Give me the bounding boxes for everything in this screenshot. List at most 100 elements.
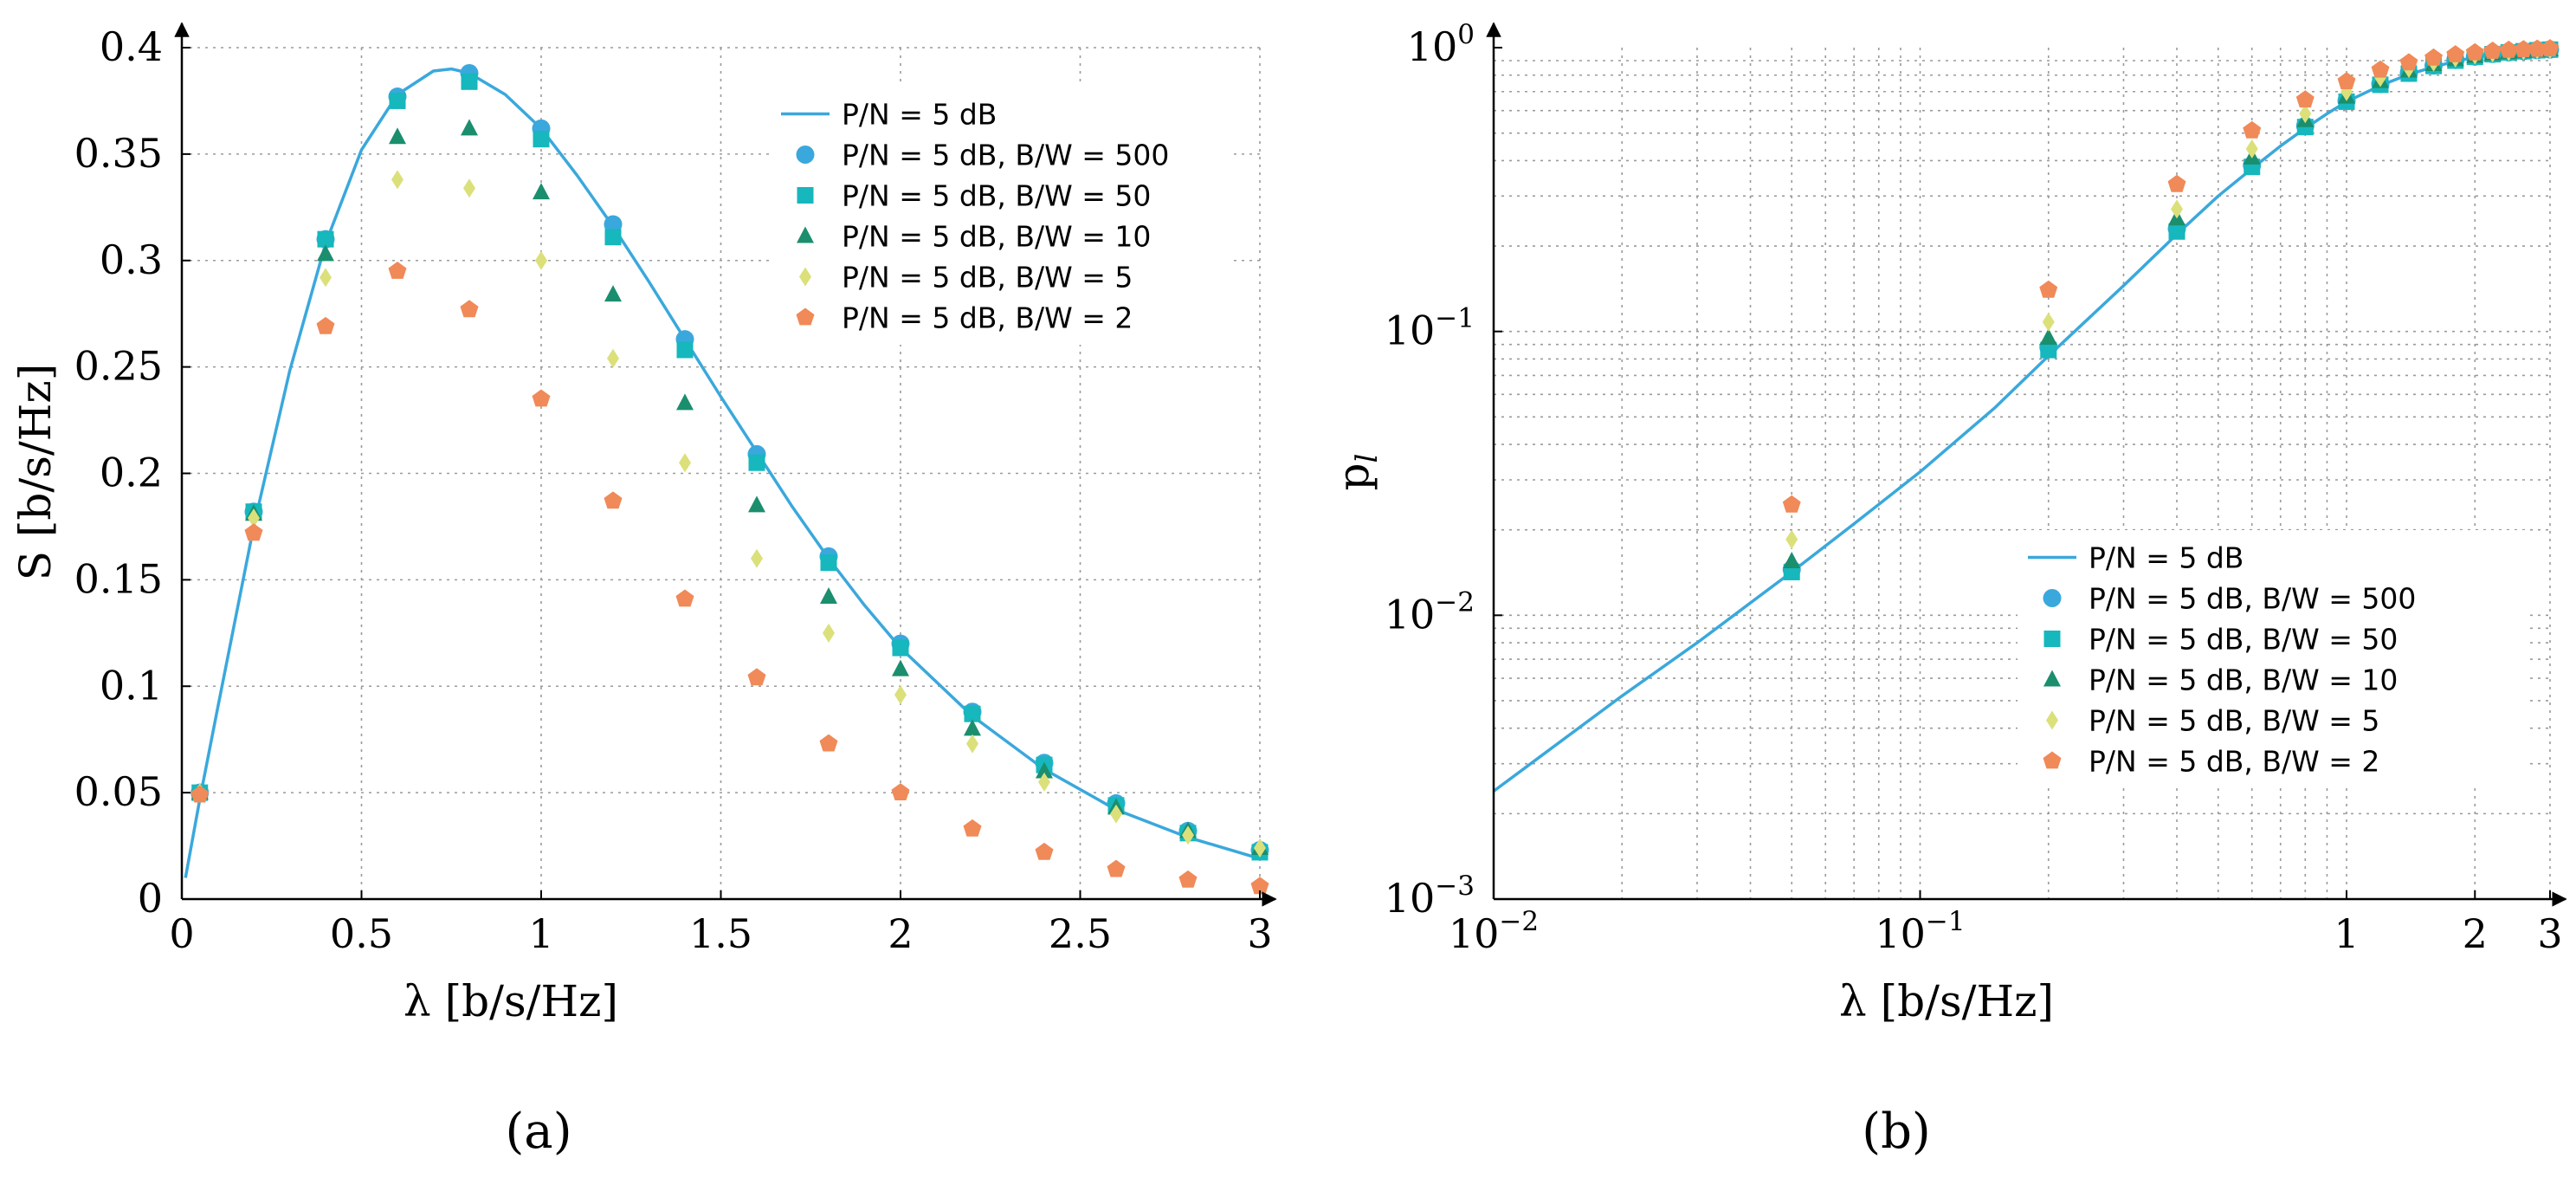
chart-b-legend-entry: P/N = 5 dB, B/W = 500: [2089, 582, 2416, 616]
chart-b-data-point: [2168, 223, 2185, 240]
chart-b-data-point: [2424, 48, 2443, 66]
chart-b-data-point: [2039, 327, 2057, 345]
chart-a-data-point: [461, 73, 478, 90]
chart-a-data-point: [317, 230, 334, 248]
chart-b-data-point: [2040, 341, 2057, 359]
chart-a-data-point: [244, 523, 263, 541]
chart-b-data-point: [2399, 53, 2418, 71]
chart-a-data-point: [1107, 859, 1126, 877]
chart-b-data-point: [2528, 39, 2547, 57]
chart-a-x-tick-label: 2.5: [1049, 910, 1112, 957]
chart-a-data-point: [676, 341, 694, 359]
chart-a-data-point: [316, 316, 335, 334]
chart-b-data-point: [2171, 199, 2184, 219]
chart-a-data-point: [1254, 838, 1266, 858]
chart-a-data-point: [463, 178, 475, 198]
chart-a-data-point: [1035, 842, 1054, 860]
chart-a-data-point: [389, 92, 406, 109]
chart-a-data-point: [461, 119, 478, 136]
chart-b-data-point: [2039, 280, 2058, 298]
chart-b-legend-entry: P/N = 5 dB, B/W = 10: [2089, 663, 2398, 697]
chart-a-data-point: [391, 170, 404, 190]
chart-b-legend-swatch: [2043, 631, 2061, 647]
chart-a-data-point: [248, 508, 260, 528]
chart-a-data-point: [820, 587, 837, 605]
chart-a-data-point: [963, 819, 982, 837]
chart-a-ylabel: S [b/s/Hz]: [10, 364, 61, 580]
chart-a-data-point: [820, 554, 837, 572]
chart-a-data-point: [747, 668, 766, 686]
chart-b-data-point: [2499, 40, 2518, 58]
chart-a-legend-swatch: [797, 187, 814, 204]
chart-a-legend-entry: P/N = 5 dB: [842, 98, 997, 132]
chart-b-data-point: [2446, 45, 2465, 62]
chart-b-data-point: [2042, 312, 2055, 332]
chart-a-x-tick-label: 2: [888, 910, 913, 957]
chart-b-y-tick-label: 10−2: [1385, 586, 1475, 638]
chart-a-data-point: [388, 262, 407, 279]
chart-a-legend-swatch: [799, 267, 811, 287]
chart-b-data-point: [2337, 72, 2356, 89]
chart-b-data-point: [2540, 39, 2560, 56]
chart-a-data-point: [748, 454, 765, 471]
chart-b-data-point: [2465, 42, 2484, 61]
chart-a-series-line: [184, 67, 1261, 878]
chart-a-data-point: [966, 734, 978, 754]
chart-a-y-tick-label: 0.15: [74, 555, 163, 602]
chart-b-x-tick-label: 10−1: [1875, 906, 1965, 957]
chart-b-x-tick-label: 1: [2334, 910, 2359, 957]
chart-a-legend-entry: P/N = 5 dB, B/W = 2: [842, 301, 1133, 335]
chart-a-data-point: [317, 244, 334, 262]
chart-a-data-point: [533, 131, 550, 148]
chart-a-data-point: [964, 705, 981, 722]
chart-b-x-tick-label: 3: [2537, 910, 2562, 957]
chart-a-y-tick-label: 0.35: [74, 130, 163, 177]
chart-b-legend-swatch: [2043, 589, 2062, 607]
chart-a-data-point: [894, 685, 907, 705]
chart-b-data-point: [2167, 174, 2186, 192]
chart-b-legend-box: [2018, 530, 2528, 788]
chart-a-data-point: [1182, 825, 1194, 845]
chart-a-data-point: [1178, 870, 1198, 888]
chart-a-data-point: [675, 589, 694, 607]
chart-a-legend-entry: P/N = 5 dB, B/W = 10: [842, 220, 1151, 254]
chart-a-data-point: [604, 229, 622, 246]
chart-b-legend-entry: P/N = 5 dB, B/W = 50: [2089, 623, 2398, 657]
chart-b-data-point: [2295, 90, 2315, 108]
chart-b-legend-swatch: [2046, 710, 2058, 730]
chart-a-y-tick-label: 0.2: [100, 450, 163, 496]
chart-a-legend-entry: P/N = 5 dB, B/W = 50: [842, 179, 1151, 213]
chart-b-data-point: [2483, 42, 2502, 59]
chart-a-y-tick-label: 0: [138, 875, 163, 922]
chart-a-y-tick-label: 0.3: [100, 236, 163, 283]
chart-a-data-point: [190, 785, 210, 803]
chart-a-data-point: [460, 300, 479, 318]
chart-a-data-point: [604, 285, 622, 302]
chart-b-data-point: [1785, 529, 1798, 549]
chart-b-legend-entry: P/N = 5 dB, B/W = 2: [2089, 745, 2379, 779]
chart-a-data-point: [891, 783, 910, 800]
chart-a-legend-swatch: [796, 146, 815, 164]
chart-b-data-point: [2243, 120, 2262, 139]
chart-a-data-point: [819, 734, 838, 752]
chart-a-x-tick-label: 0: [169, 910, 194, 957]
chart-a-y-tick-label: 0.4: [100, 23, 163, 70]
chart-a-x-tick-label: 1: [528, 910, 553, 957]
chart-b-y-tick-label: 10−3: [1385, 871, 1475, 922]
chart-b-y-tick-label: 100: [1407, 19, 1475, 70]
chart-a-x-tick-label: 0.5: [330, 910, 393, 957]
chart-a-y-tick-label: 0.1: [100, 662, 163, 709]
chart-a-data-point: [679, 453, 691, 473]
chart-a-legend-entry: P/N = 5 dB, B/W = 500: [842, 139, 1169, 172]
chart-a-legend-swatch: [796, 307, 815, 326]
chart-a-data-point: [1250, 877, 1269, 895]
chart-a-y-tick-label: 0.25: [74, 343, 163, 390]
chart-a-data-point: [607, 348, 619, 368]
chart-b-legend-swatch: [2043, 751, 2062, 769]
chart-a-subplot-label: (a): [505, 1104, 571, 1160]
chart-a-xlabel: λ [b/s/Hz]: [404, 976, 618, 1026]
chart-b-data-point: [2371, 60, 2390, 78]
chart-a-data-point: [751, 548, 763, 568]
